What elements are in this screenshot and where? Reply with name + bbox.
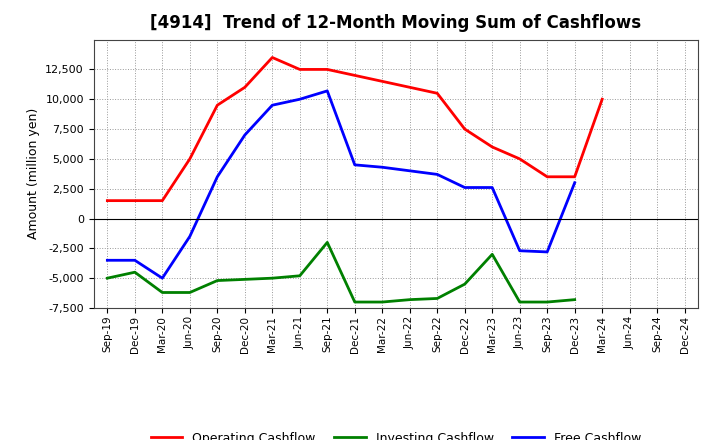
- Operating Cashflow: [543, 174, 552, 180]
- Operating Cashflow: [158, 198, 166, 203]
- Free Cashflow: [130, 258, 139, 263]
- Legend: Operating Cashflow, Investing Cashflow, Free Cashflow: Operating Cashflow, Investing Cashflow, …: [146, 427, 646, 440]
- Investing Cashflow: [378, 299, 387, 304]
- Investing Cashflow: [543, 299, 552, 304]
- Investing Cashflow: [240, 277, 249, 282]
- Investing Cashflow: [213, 278, 222, 283]
- Investing Cashflow: [130, 270, 139, 275]
- Free Cashflow: [488, 185, 497, 190]
- Operating Cashflow: [570, 174, 579, 180]
- Free Cashflow: [570, 180, 579, 185]
- Free Cashflow: [268, 103, 276, 108]
- Operating Cashflow: [460, 126, 469, 132]
- Operating Cashflow: [213, 103, 222, 108]
- Investing Cashflow: [351, 299, 359, 304]
- Investing Cashflow: [570, 297, 579, 302]
- Free Cashflow: [240, 132, 249, 138]
- Investing Cashflow: [158, 290, 166, 295]
- Operating Cashflow: [598, 97, 606, 102]
- Operating Cashflow: [351, 73, 359, 78]
- Investing Cashflow: [516, 299, 524, 304]
- Line: Free Cashflow: Free Cashflow: [107, 91, 575, 278]
- Operating Cashflow: [405, 84, 414, 90]
- Title: [4914]  Trend of 12-Month Moving Sum of Cashflows: [4914] Trend of 12-Month Moving Sum of C…: [150, 15, 642, 33]
- Line: Investing Cashflow: Investing Cashflow: [107, 242, 575, 302]
- Investing Cashflow: [103, 275, 112, 281]
- Free Cashflow: [213, 174, 222, 180]
- Free Cashflow: [295, 97, 304, 102]
- Free Cashflow: [433, 172, 441, 177]
- Free Cashflow: [543, 249, 552, 255]
- Operating Cashflow: [433, 91, 441, 96]
- Free Cashflow: [460, 185, 469, 190]
- Operating Cashflow: [103, 198, 112, 203]
- Investing Cashflow: [323, 240, 332, 245]
- Investing Cashflow: [186, 290, 194, 295]
- Free Cashflow: [378, 165, 387, 170]
- Free Cashflow: [103, 258, 112, 263]
- Investing Cashflow: [268, 275, 276, 281]
- Free Cashflow: [186, 234, 194, 239]
- Operating Cashflow: [186, 156, 194, 161]
- Free Cashflow: [405, 168, 414, 173]
- Free Cashflow: [516, 248, 524, 253]
- Free Cashflow: [351, 162, 359, 168]
- Y-axis label: Amount (million yen): Amount (million yen): [27, 108, 40, 239]
- Line: Operating Cashflow: Operating Cashflow: [107, 58, 602, 201]
- Free Cashflow: [158, 275, 166, 281]
- Operating Cashflow: [323, 67, 332, 72]
- Operating Cashflow: [240, 84, 249, 90]
- Operating Cashflow: [295, 67, 304, 72]
- Investing Cashflow: [488, 252, 497, 257]
- Free Cashflow: [323, 88, 332, 94]
- Investing Cashflow: [433, 296, 441, 301]
- Operating Cashflow: [378, 79, 387, 84]
- Investing Cashflow: [460, 282, 469, 287]
- Operating Cashflow: [268, 55, 276, 60]
- Investing Cashflow: [405, 297, 414, 302]
- Investing Cashflow: [295, 273, 304, 279]
- Operating Cashflow: [516, 156, 524, 161]
- Operating Cashflow: [488, 144, 497, 150]
- Operating Cashflow: [130, 198, 139, 203]
